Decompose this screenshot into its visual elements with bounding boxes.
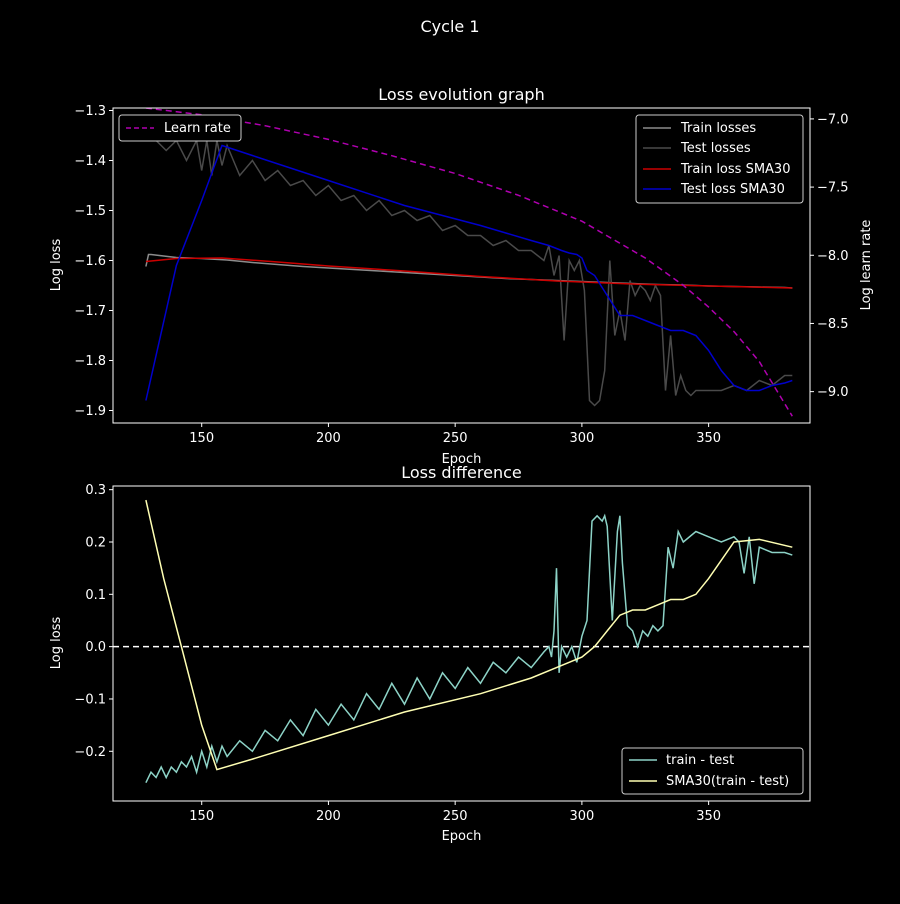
chart1-ylabel: Log loss [49, 239, 64, 292]
chart2-xtick-label: 350 [696, 809, 721, 824]
chart1-ytick-right-label: −8.5 [817, 317, 849, 332]
chart1-ytick-label: −1.3 [74, 104, 106, 119]
chart2-xtick-label: 250 [443, 809, 468, 824]
chart1-legend-left: Learn rate [118, 114, 242, 142]
chart1-ytick-label: −1.9 [74, 404, 106, 419]
chart2-ticks: 150 200 250 300 350 0.3 0.2 0.1 0.0 −0.1 −0.2 [74, 483, 721, 824]
chart1-frame [112, 107, 811, 424]
chart2-xtick-label: 150 [189, 809, 214, 824]
chart2-legend: train - test SMA30(train - test) [621, 747, 804, 795]
chart1-xtick-label: 300 [569, 431, 594, 446]
chart1-ytick-right-label: −9.0 [817, 385, 849, 400]
chart2-xtick-label: 300 [569, 809, 594, 824]
chart2-ylabel: Log loss [49, 617, 64, 670]
chart2-ytick-label: 0.0 [85, 640, 106, 655]
legend-sma-diff-label: SMA30(train - test) [666, 774, 789, 789]
chart1-ytick-right-label: −7.5 [817, 181, 849, 196]
chart1-ticks: 150 200 250 300 350 −1.3 −1.4 −1.5 −1.6 −1.7 −1.8 −… [74, 104, 848, 446]
chart1-xtick-label: 150 [189, 431, 214, 446]
chart2-ytick-label: 0.1 [85, 588, 106, 603]
chart1-ylabel-right: Log learn rate [859, 220, 874, 311]
chart1-plot-area [145, 108, 793, 417]
chart1-ytick-label: −1.7 [74, 304, 106, 319]
loss-evolution-chart: Loss evolution graph 150 200 250 300 350 −1.3… [49, 85, 874, 467]
chart1-ytick-label: −1.4 [74, 154, 106, 169]
chart1-xtick-label: 250 [443, 431, 468, 446]
chart1-ytick-label: −1.6 [74, 254, 106, 269]
chart1-ytick-right-label: −8.0 [817, 249, 849, 264]
chart2-series-sma30-train-test [145, 499, 793, 771]
figure-suptitle: Cycle 1 [421, 17, 480, 36]
chart1-ytick-label: −1.8 [74, 354, 106, 369]
legend-test-losses-label: Test losses [680, 141, 751, 156]
chart2-xtick-label: 200 [316, 809, 341, 824]
chart1-series-layer [145, 108, 793, 417]
chart2-xlabel: Epoch [442, 829, 482, 844]
loss-difference-chart: Loss difference 150 200 250 300 350 0.3 0.2 0.1… [49, 463, 811, 844]
chart2-ytick-label: −0.2 [74, 745, 106, 760]
chart1-xlabel: Epoch [442, 452, 482, 467]
legend-diff-label: train - test [666, 753, 734, 768]
legend-train-sma-label: Train loss SMA30 [680, 162, 790, 177]
chart1-ytick-right-label: −7.0 [817, 112, 849, 127]
chart2-frame [112, 485, 811, 802]
chart1-xtick-label: 350 [696, 431, 721, 446]
chart1-series-learn-rate [145, 108, 793, 417]
legend-test-sma-label: Test loss SMA30 [680, 182, 785, 197]
chart1-series-train-loss-sma30 [145, 257, 793, 289]
chart2-ytick-label: 0.2 [85, 535, 106, 550]
legend-learn-rate-label: Learn rate [164, 121, 231, 136]
chart2-plot-area [113, 499, 810, 784]
chart1-series-test-loss-sma30 [145, 144, 793, 401]
chart1-xtick-label: 200 [316, 431, 341, 446]
chart2-ytick-label: 0.3 [85, 483, 106, 498]
chart2-series-layer [113, 499, 810, 784]
chart1-ytick-label: −1.5 [74, 204, 106, 219]
legend-train-losses-label: Train losses [680, 121, 756, 136]
chart1-legend-right: Train losses Test losses Train loss SMA3… [635, 114, 804, 204]
chart2-title: Loss difference [401, 463, 522, 482]
chart2-series-train-test [145, 513, 793, 784]
chart1-title: Loss evolution graph [378, 85, 544, 104]
chart2-ytick-label: −0.1 [74, 692, 106, 707]
